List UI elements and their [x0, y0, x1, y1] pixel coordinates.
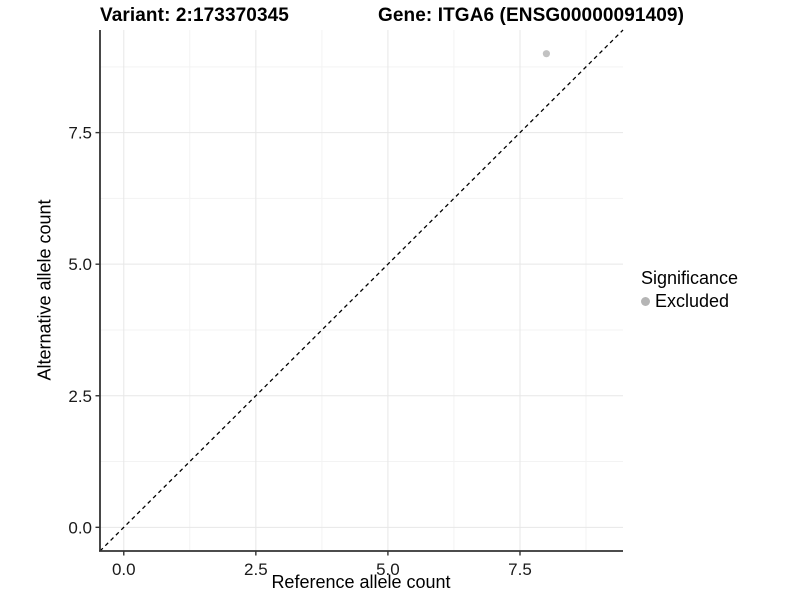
- x-tick-label: 0.0: [112, 560, 136, 579]
- y-tick-label: 5.0: [68, 255, 92, 274]
- legend: Significance Excluded: [641, 268, 738, 311]
- y-tick-label: 0.0: [68, 518, 92, 537]
- plot-title-variant: Variant: 2:173370345: [100, 5, 289, 26]
- data-point: [542, 50, 550, 58]
- x-axis-title: Reference allele count: [271, 572, 451, 592]
- legend-title: Significance: [641, 268, 739, 288]
- y-tick-label: 2.5: [68, 387, 92, 406]
- legend-item-excluded: Excluded: [641, 291, 738, 311]
- y-axis-title: Alternative allele count: [34, 199, 55, 381]
- plot-title-gene: Gene: ITGA6 (ENSG00000091409): [378, 5, 684, 26]
- x-tick-label: 7.5: [508, 560, 532, 579]
- x-tick-label: 5.0: [376, 560, 400, 579]
- legend-point-icon: [641, 296, 650, 306]
- identity-dashed-line: [99, 29, 624, 552]
- legend-item-label: Excluded: [655, 291, 730, 311]
- x-tick-label: 2.5: [244, 560, 268, 579]
- y-tick-label: 7.5: [68, 124, 92, 143]
